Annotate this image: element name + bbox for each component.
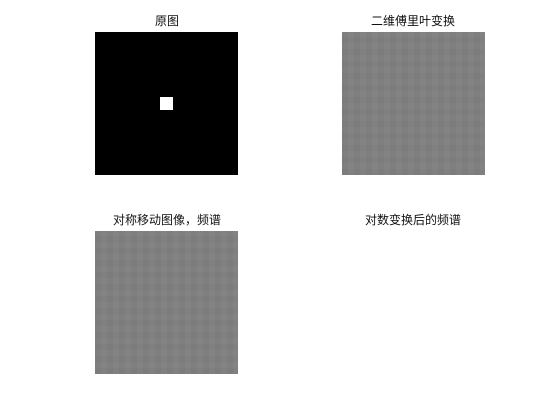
white-square xyxy=(160,97,173,110)
subplot-title-original: 原图 xyxy=(67,14,267,28)
fftshift-spectrum-axes xyxy=(95,231,238,374)
fft2-image-axes xyxy=(342,32,485,175)
subplot-title-log-spectrum: 对数变换后的频谱 xyxy=(313,213,513,227)
subplot-title-fft2: 二维傅里叶变换 xyxy=(313,14,513,28)
subplot-title-fftshift: 对称移动图像，频谱 xyxy=(67,213,267,227)
original-image-axes xyxy=(95,32,238,175)
